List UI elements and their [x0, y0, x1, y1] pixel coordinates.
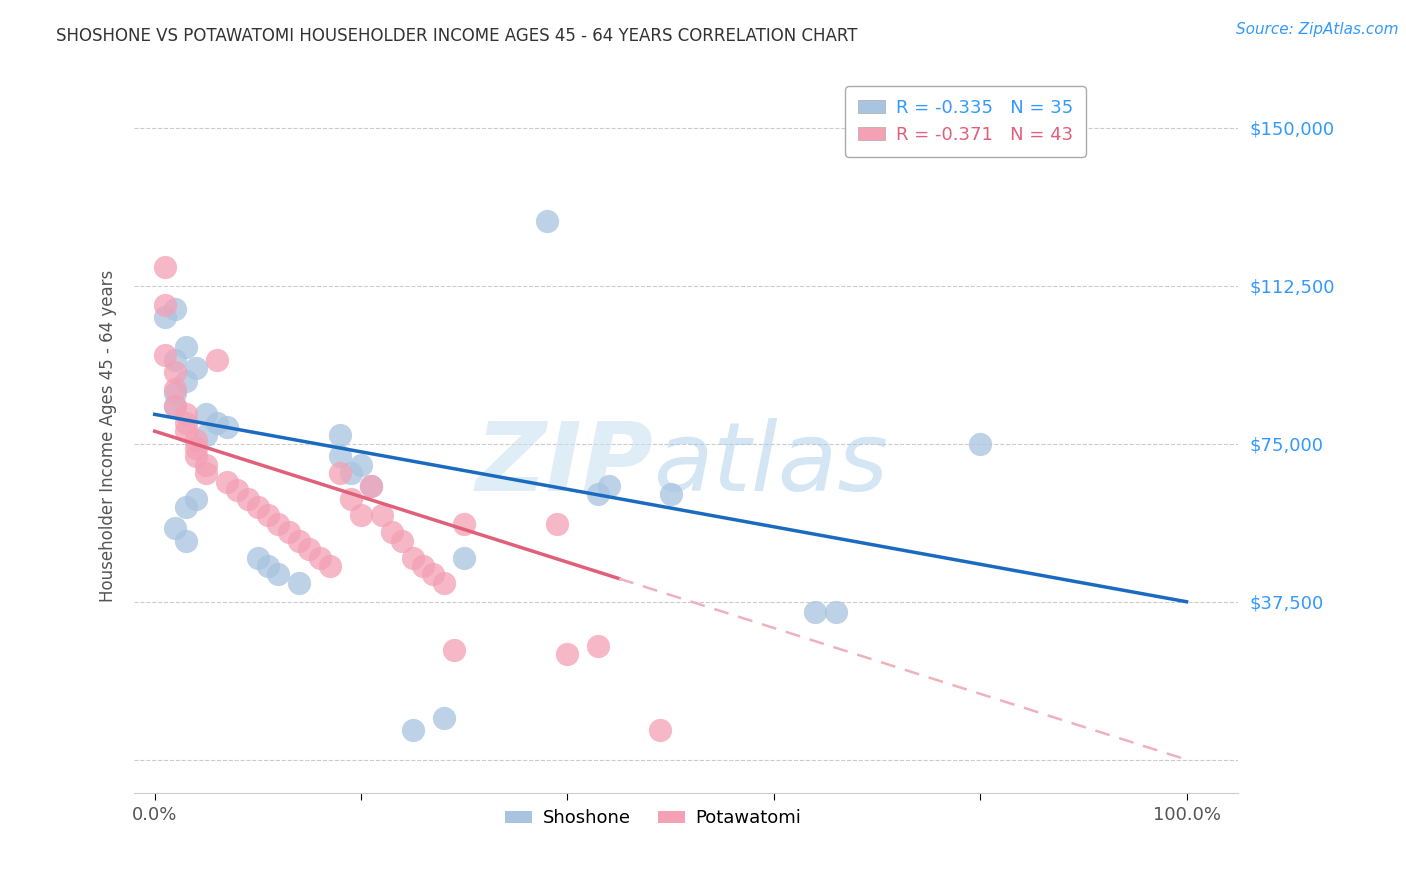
- Point: [350, 508, 373, 523]
- Point: [174, 340, 197, 354]
- Point: [288, 575, 311, 590]
- Point: [246, 500, 269, 514]
- Point: [226, 483, 249, 497]
- Point: [165, 521, 187, 535]
- Point: [184, 433, 207, 447]
- Point: [174, 416, 197, 430]
- Point: [153, 298, 176, 312]
- Point: [588, 639, 610, 653]
- Point: [195, 458, 218, 472]
- Point: [165, 399, 187, 413]
- Point: [308, 550, 330, 565]
- Point: [165, 382, 187, 396]
- Text: SHOSHONE VS POTAWATOMI HOUSEHOLDER INCOME AGES 45 - 64 YEARS CORRELATION CHART: SHOSHONE VS POTAWATOMI HOUSEHOLDER INCOM…: [56, 27, 858, 45]
- Point: [174, 533, 197, 548]
- Point: [319, 558, 342, 573]
- Point: [339, 467, 361, 481]
- Point: [443, 643, 465, 657]
- Point: [546, 516, 568, 531]
- Point: [165, 301, 187, 316]
- Point: [329, 467, 352, 481]
- Point: [650, 723, 672, 738]
- Point: [339, 491, 361, 506]
- Point: [370, 508, 392, 523]
- Text: atlas: atlas: [652, 417, 889, 510]
- Point: [165, 399, 187, 413]
- Point: [288, 533, 311, 548]
- Point: [588, 487, 610, 501]
- Point: [257, 508, 280, 523]
- Text: Source: ZipAtlas.com: Source: ZipAtlas.com: [1236, 22, 1399, 37]
- Point: [165, 386, 187, 401]
- Point: [433, 710, 456, 724]
- Point: [298, 542, 321, 557]
- Point: [557, 648, 579, 662]
- Point: [236, 491, 259, 506]
- Point: [174, 424, 197, 438]
- Point: [257, 558, 280, 573]
- Point: [277, 525, 299, 540]
- Point: [401, 550, 423, 565]
- Point: [969, 437, 991, 451]
- Point: [360, 479, 382, 493]
- Point: [205, 352, 228, 367]
- Point: [165, 352, 187, 367]
- Point: [659, 487, 682, 501]
- Point: [422, 567, 444, 582]
- Point: [350, 458, 373, 472]
- Point: [215, 420, 238, 434]
- Point: [329, 450, 352, 464]
- Point: [412, 558, 434, 573]
- Point: [360, 479, 382, 493]
- Point: [267, 516, 290, 531]
- Point: [391, 533, 413, 548]
- Point: [174, 374, 197, 388]
- Point: [165, 365, 187, 379]
- Point: [174, 408, 197, 422]
- Text: ZIP: ZIP: [475, 417, 652, 510]
- Point: [153, 260, 176, 274]
- Point: [184, 450, 207, 464]
- Point: [401, 723, 423, 738]
- Point: [215, 475, 238, 489]
- Point: [205, 416, 228, 430]
- Point: [184, 441, 207, 455]
- Point: [153, 310, 176, 325]
- Point: [174, 500, 197, 514]
- Point: [536, 213, 558, 227]
- Point: [598, 479, 620, 493]
- Legend: Shoshone, Potawatomi: Shoshone, Potawatomi: [498, 802, 808, 834]
- Point: [246, 550, 269, 565]
- Point: [184, 361, 207, 376]
- Point: [329, 428, 352, 442]
- Point: [453, 550, 475, 565]
- Point: [195, 428, 218, 442]
- Point: [824, 605, 846, 619]
- Point: [195, 408, 218, 422]
- Point: [433, 575, 456, 590]
- Point: [453, 516, 475, 531]
- Point: [804, 605, 827, 619]
- Point: [267, 567, 290, 582]
- Y-axis label: Householder Income Ages 45 - 64 years: Householder Income Ages 45 - 64 years: [100, 269, 117, 601]
- Point: [184, 491, 207, 506]
- Point: [195, 467, 218, 481]
- Point: [153, 348, 176, 362]
- Point: [381, 525, 404, 540]
